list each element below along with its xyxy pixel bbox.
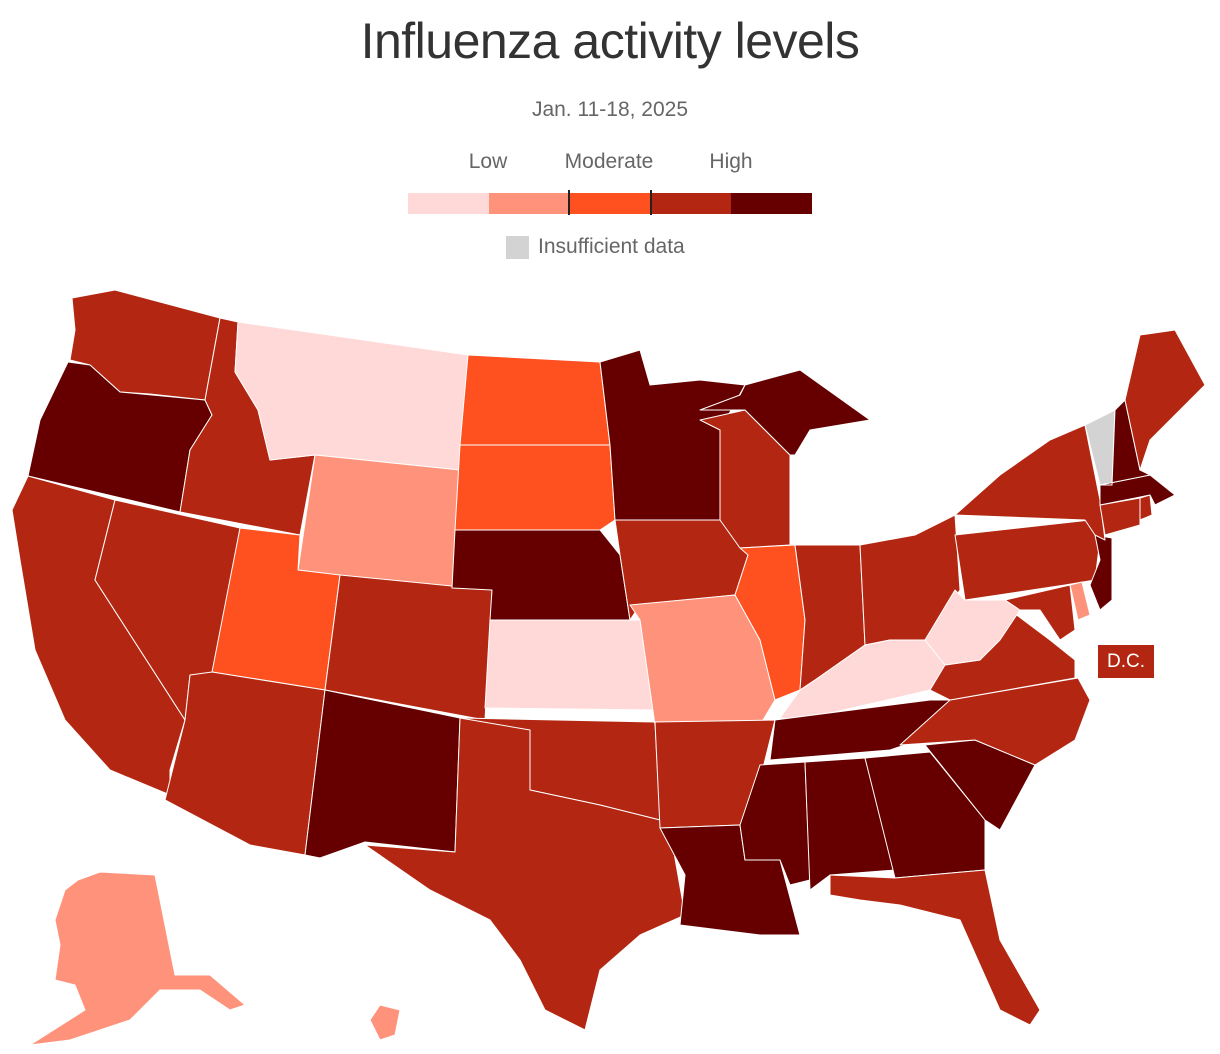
state-delaware[interactable] — [1069, 581, 1091, 621]
state-south-dakota[interactable] — [454, 444, 616, 531]
state-michigan[interactable] — [699, 369, 871, 456]
insufficient-data-label: Insufficient data — [538, 235, 685, 258]
state-alabama[interactable] — [804, 757, 896, 891]
state-kansas[interactable] — [484, 619, 656, 711]
state-montana[interactable] — [234, 321, 469, 471]
state-new-jersey[interactable] — [1089, 534, 1113, 611]
state-florida[interactable] — [829, 869, 1041, 1026]
chart-title: Influenza activity levels — [360, 13, 860, 69]
legend-tick-moderate-start — [568, 190, 570, 215]
state-connecticut[interactable] — [1099, 497, 1141, 536]
state-hawaii[interactable] — [369, 1004, 401, 1041]
state-wyoming[interactable] — [297, 454, 461, 591]
state-alaska[interactable] — [29, 871, 246, 1046]
state-north-dakota[interactable] — [459, 354, 611, 446]
state-georgia[interactable] — [864, 751, 986, 879]
state-texas[interactable] — [364, 717, 686, 1031]
legend-swatch-high — [650, 193, 732, 214]
legend-color-scale — [408, 193, 812, 214]
legend-insufficient-data: Insufficient data — [506, 235, 685, 259]
legend-swatch-low — [488, 193, 570, 214]
dc-label[interactable]: D.C. — [1098, 645, 1154, 678]
legend-label-high: High — [709, 150, 753, 173]
chart-subtitle: Jan. 11-18, 2025 — [531, 98, 689, 121]
legend-label-moderate: Moderate — [564, 150, 654, 173]
state-arizona[interactable] — [164, 671, 326, 856]
insufficient-data-swatch — [506, 235, 529, 259]
legend-labels: Low Moderate High — [408, 150, 812, 180]
state-new-mexico[interactable] — [304, 689, 461, 859]
legend-tick-moderate-end — [650, 190, 652, 215]
legend-swatch-very-low — [408, 193, 489, 214]
legend-swatch-very-high — [731, 193, 812, 214]
state-maine[interactable] — [1124, 329, 1206, 471]
state-rhode-island[interactable] — [1139, 494, 1153, 521]
legend-label-low: Low — [468, 150, 508, 173]
legend-swatch-moderate — [569, 193, 651, 214]
